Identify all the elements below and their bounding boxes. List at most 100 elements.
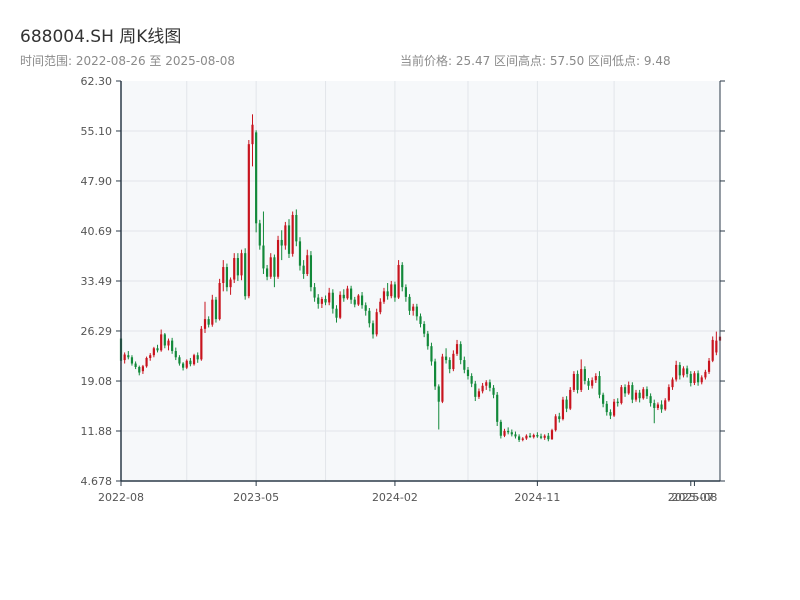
candle-body bbox=[547, 435, 550, 440]
candle-body bbox=[536, 435, 539, 437]
candle-body bbox=[528, 435, 532, 438]
candle-body bbox=[631, 385, 634, 400]
candle-body bbox=[649, 396, 652, 404]
y-tick-label: 40.69 bbox=[81, 225, 113, 238]
candle-body bbox=[360, 295, 364, 306]
candle-body bbox=[189, 360, 192, 365]
y-tick-label: 11.88 bbox=[81, 425, 113, 438]
candle-body bbox=[233, 258, 236, 280]
candle-body bbox=[499, 421, 502, 436]
candle-body bbox=[218, 283, 221, 320]
candle-body bbox=[664, 400, 667, 410]
y-tick-label: 47.90 bbox=[81, 175, 113, 188]
candle-body bbox=[225, 267, 229, 288]
candle-body bbox=[510, 432, 513, 435]
candle-body bbox=[667, 387, 670, 401]
candle-body bbox=[160, 334, 163, 351]
candle-body bbox=[543, 435, 546, 438]
candle-body bbox=[138, 367, 141, 373]
candle-body bbox=[642, 389, 645, 399]
candle-body bbox=[466, 369, 470, 377]
candle-body bbox=[550, 430, 554, 440]
candle-body bbox=[507, 430, 510, 433]
candle-body bbox=[441, 356, 444, 402]
candle-body bbox=[339, 294, 342, 318]
chart-title: 688004.SH 周K线图 bbox=[20, 27, 182, 47]
candle-body bbox=[284, 225, 287, 246]
candle-body bbox=[583, 369, 586, 381]
x-tick-label: 2025-08 bbox=[671, 491, 717, 504]
candle-body bbox=[408, 296, 411, 311]
x-tick-label: 2025-07 bbox=[668, 491, 714, 504]
candle-body bbox=[488, 382, 491, 388]
candle-body bbox=[368, 310, 371, 324]
candle-body bbox=[317, 297, 320, 304]
candle-body bbox=[634, 392, 638, 400]
candle-body bbox=[258, 223, 261, 246]
price-stats-label: 当前价格: 25.47 区间高点: 57.50 区间低点: 9.48 bbox=[400, 54, 671, 68]
candle-body bbox=[470, 376, 473, 384]
candle-body bbox=[152, 348, 155, 356]
candle-body bbox=[525, 435, 528, 439]
candle-body bbox=[207, 319, 210, 325]
candle-body bbox=[594, 376, 597, 381]
candle-body bbox=[602, 394, 605, 404]
x-axis-labels: 2022-08 2023-05 2024-02 2024-11 2025-072025-… bbox=[98, 491, 717, 504]
candle-body bbox=[295, 214, 298, 242]
candle-body bbox=[375, 312, 378, 335]
candle-body bbox=[171, 340, 174, 352]
candle-body bbox=[364, 305, 367, 311]
candle-body bbox=[620, 387, 623, 404]
candle-body bbox=[141, 366, 145, 372]
candle-body bbox=[203, 319, 207, 329]
candle-body bbox=[689, 373, 692, 383]
candle-body bbox=[437, 386, 440, 402]
candle-body bbox=[240, 253, 243, 276]
candle-body bbox=[379, 301, 382, 313]
time-range-label: 时间范围: 2022-08-26 至 2025-08-08 bbox=[20, 54, 235, 68]
candle-body bbox=[682, 368, 685, 376]
axes bbox=[116, 80, 725, 486]
candle-body bbox=[671, 379, 674, 388]
y-tick-label: 33.49 bbox=[81, 275, 113, 288]
candle-body bbox=[474, 383, 477, 397]
candle-body bbox=[686, 368, 689, 374]
candle-body bbox=[371, 323, 375, 335]
candle-body bbox=[320, 298, 323, 304]
y-tick-label: 55.10 bbox=[81, 125, 113, 138]
candle-body bbox=[696, 373, 700, 383]
candle-body bbox=[397, 264, 400, 298]
candle-body bbox=[185, 360, 188, 368]
candle-body bbox=[174, 351, 177, 358]
candle-body bbox=[269, 257, 272, 277]
candle-body bbox=[609, 412, 612, 416]
candle-body bbox=[181, 363, 185, 368]
candle-body bbox=[430, 346, 433, 362]
candle-body bbox=[452, 353, 455, 370]
candle-body bbox=[211, 299, 214, 325]
candle-body bbox=[554, 416, 557, 431]
candle-body bbox=[412, 306, 415, 311]
candle-body bbox=[149, 355, 152, 358]
candle-body bbox=[423, 323, 426, 334]
candle-body bbox=[287, 225, 291, 254]
candle-body bbox=[711, 339, 714, 361]
candle-body bbox=[653, 403, 656, 408]
candle-body bbox=[156, 348, 159, 351]
candle-body bbox=[404, 287, 407, 297]
candle-body bbox=[196, 355, 199, 360]
candle-body bbox=[623, 387, 627, 394]
candle-body bbox=[572, 373, 575, 390]
candle-body bbox=[346, 288, 349, 299]
y-tick-label: 62.30 bbox=[81, 75, 113, 88]
candle-body bbox=[130, 357, 134, 364]
candle-body bbox=[558, 416, 561, 420]
candle-body bbox=[459, 344, 462, 361]
candle-body bbox=[313, 287, 316, 298]
candle-body bbox=[324, 298, 327, 303]
candle-body bbox=[463, 360, 466, 370]
candle-body bbox=[638, 392, 641, 399]
candle-body bbox=[167, 340, 170, 346]
candle-body bbox=[273, 257, 276, 277]
